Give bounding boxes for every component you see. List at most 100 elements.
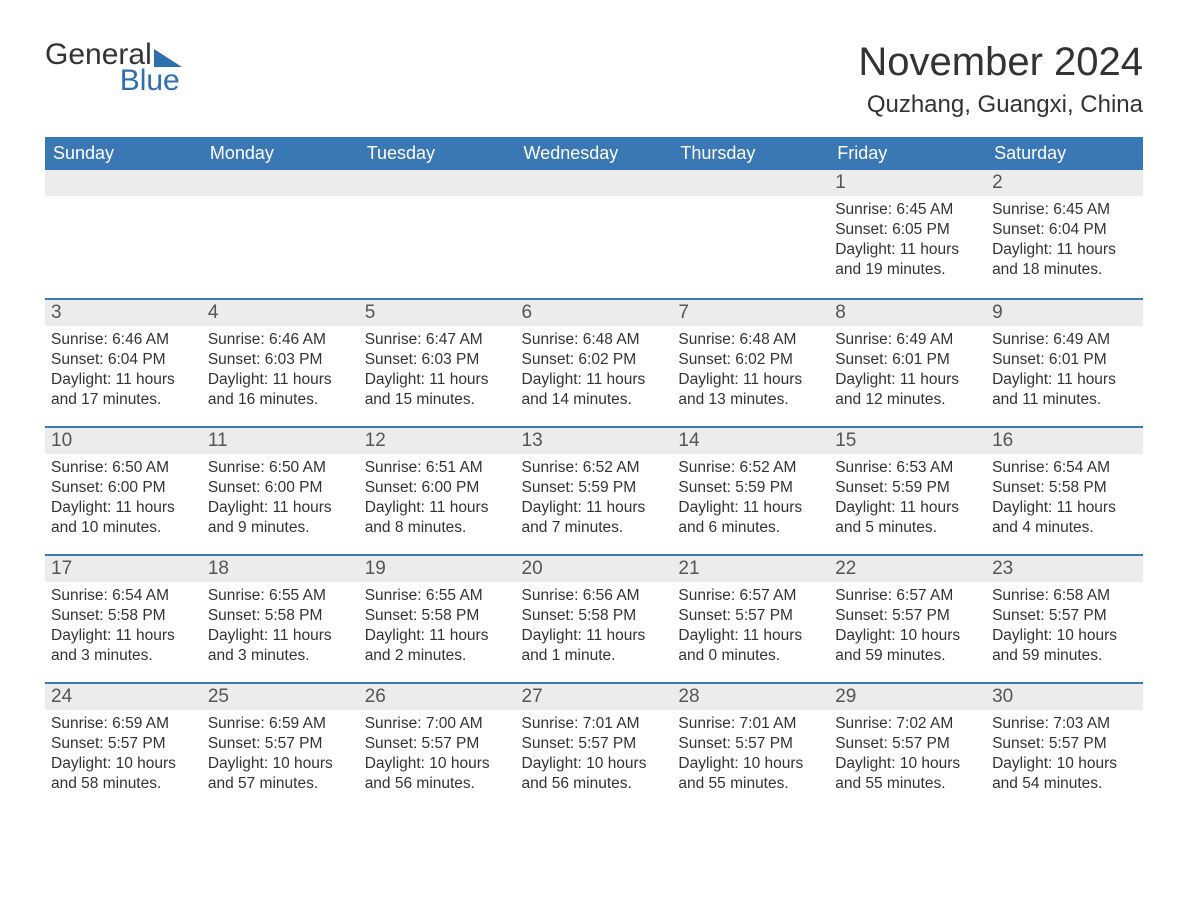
day-details: Sunrise: 7:01 AMSunset: 5:57 PMDaylight:… bbox=[516, 710, 673, 801]
calendar-week-row: 17Sunrise: 6:54 AMSunset: 5:58 PMDayligh… bbox=[45, 554, 1143, 682]
daylight-text: Daylight: 10 hours and 54 minutes. bbox=[992, 754, 1137, 794]
sunset-text: Sunset: 6:02 PM bbox=[678, 350, 823, 370]
daylight-text: Daylight: 11 hours and 7 minutes. bbox=[522, 498, 667, 538]
day-number: 7 bbox=[672, 298, 829, 326]
calendar-day-cell: 23Sunrise: 6:58 AMSunset: 5:57 PMDayligh… bbox=[986, 554, 1143, 682]
day-details: Sunrise: 7:01 AMSunset: 5:57 PMDaylight:… bbox=[672, 710, 829, 801]
sunset-text: Sunset: 5:59 PM bbox=[678, 478, 823, 498]
day-details: Sunrise: 6:54 AMSunset: 5:58 PMDaylight:… bbox=[45, 582, 202, 673]
calendar-body: .....1Sunrise: 6:45 AMSunset: 6:05 PMDay… bbox=[45, 170, 1143, 810]
day-number: 17 bbox=[45, 554, 202, 582]
daylight-text: Daylight: 11 hours and 8 minutes. bbox=[365, 498, 510, 538]
sunset-text: Sunset: 5:57 PM bbox=[678, 606, 823, 626]
day-number: 5 bbox=[359, 298, 516, 326]
sunrise-text: Sunrise: 6:49 AM bbox=[992, 330, 1137, 350]
sunrise-text: Sunrise: 6:49 AM bbox=[835, 330, 980, 350]
sunset-text: Sunset: 6:04 PM bbox=[51, 350, 196, 370]
calendar-day-cell: 10Sunrise: 6:50 AMSunset: 6:00 PMDayligh… bbox=[45, 426, 202, 554]
day-number: 2 bbox=[986, 170, 1143, 196]
day-number: 23 bbox=[986, 554, 1143, 582]
sunrise-text: Sunrise: 6:51 AM bbox=[365, 458, 510, 478]
sunset-text: Sunset: 6:01 PM bbox=[992, 350, 1137, 370]
daylight-text: Daylight: 11 hours and 15 minutes. bbox=[365, 370, 510, 410]
sunrise-text: Sunrise: 7:01 AM bbox=[522, 714, 667, 734]
day-details: Sunrise: 7:03 AMSunset: 5:57 PMDaylight:… bbox=[986, 710, 1143, 801]
day-details: Sunrise: 7:02 AMSunset: 5:57 PMDaylight:… bbox=[829, 710, 986, 801]
calendar-day-cell: 28Sunrise: 7:01 AMSunset: 5:57 PMDayligh… bbox=[672, 682, 829, 810]
sunrise-text: Sunrise: 6:59 AM bbox=[51, 714, 196, 734]
sunrise-text: Sunrise: 6:54 AM bbox=[992, 458, 1137, 478]
sunrise-text: Sunrise: 6:50 AM bbox=[208, 458, 353, 478]
weekday-header: Tuesday bbox=[359, 137, 516, 170]
calendar-day-cell: 3Sunrise: 6:46 AMSunset: 6:04 PMDaylight… bbox=[45, 298, 202, 426]
daylight-text: Daylight: 11 hours and 0 minutes. bbox=[678, 626, 823, 666]
calendar-day-cell: 1Sunrise: 6:45 AMSunset: 6:05 PMDaylight… bbox=[829, 170, 986, 298]
sunset-text: Sunset: 5:59 PM bbox=[522, 478, 667, 498]
sunset-text: Sunset: 5:58 PM bbox=[208, 606, 353, 626]
sunrise-text: Sunrise: 6:46 AM bbox=[208, 330, 353, 350]
daylight-text: Daylight: 11 hours and 9 minutes. bbox=[208, 498, 353, 538]
day-number: 10 bbox=[45, 426, 202, 454]
day-number: 8 bbox=[829, 298, 986, 326]
calendar-day-cell: . bbox=[672, 170, 829, 298]
calendar-day-cell: 24Sunrise: 6:59 AMSunset: 5:57 PMDayligh… bbox=[45, 682, 202, 810]
day-details: Sunrise: 6:52 AMSunset: 5:59 PMDaylight:… bbox=[516, 454, 673, 545]
day-details: Sunrise: 6:53 AMSunset: 5:59 PMDaylight:… bbox=[829, 454, 986, 545]
calendar-day-cell: 15Sunrise: 6:53 AMSunset: 5:59 PMDayligh… bbox=[829, 426, 986, 554]
day-number: 1 bbox=[829, 170, 986, 196]
day-details: Sunrise: 6:46 AMSunset: 6:03 PMDaylight:… bbox=[202, 326, 359, 417]
weekday-header: Monday bbox=[202, 137, 359, 170]
daylight-text: Daylight: 10 hours and 56 minutes. bbox=[522, 754, 667, 794]
sunrise-text: Sunrise: 6:52 AM bbox=[522, 458, 667, 478]
day-number: 14 bbox=[672, 426, 829, 454]
day-number: . bbox=[45, 170, 202, 196]
daylight-text: Daylight: 10 hours and 55 minutes. bbox=[678, 754, 823, 794]
day-details: Sunrise: 6:57 AMSunset: 5:57 PMDaylight:… bbox=[672, 582, 829, 673]
calendar-day-cell: 17Sunrise: 6:54 AMSunset: 5:58 PMDayligh… bbox=[45, 554, 202, 682]
sunrise-text: Sunrise: 6:55 AM bbox=[365, 586, 510, 606]
day-details: Sunrise: 6:59 AMSunset: 5:57 PMDaylight:… bbox=[45, 710, 202, 801]
daylight-text: Daylight: 11 hours and 6 minutes. bbox=[678, 498, 823, 538]
calendar-day-cell: 16Sunrise: 6:54 AMSunset: 5:58 PMDayligh… bbox=[986, 426, 1143, 554]
sunset-text: Sunset: 6:05 PM bbox=[835, 220, 980, 240]
sunset-text: Sunset: 6:01 PM bbox=[835, 350, 980, 370]
daylight-text: Daylight: 10 hours and 59 minutes. bbox=[992, 626, 1137, 666]
day-details: Sunrise: 6:50 AMSunset: 6:00 PMDaylight:… bbox=[202, 454, 359, 545]
day-number: 29 bbox=[829, 682, 986, 710]
calendar-day-cell: 19Sunrise: 6:55 AMSunset: 5:58 PMDayligh… bbox=[359, 554, 516, 682]
sunset-text: Sunset: 5:57 PM bbox=[51, 734, 196, 754]
day-number: . bbox=[516, 170, 673, 196]
day-number: 15 bbox=[829, 426, 986, 454]
calendar-day-cell: 8Sunrise: 6:49 AMSunset: 6:01 PMDaylight… bbox=[829, 298, 986, 426]
calendar-day-cell: 13Sunrise: 6:52 AMSunset: 5:59 PMDayligh… bbox=[516, 426, 673, 554]
calendar-day-cell: 30Sunrise: 7:03 AMSunset: 5:57 PMDayligh… bbox=[986, 682, 1143, 810]
day-number: 26 bbox=[359, 682, 516, 710]
daylight-text: Daylight: 10 hours and 59 minutes. bbox=[835, 626, 980, 666]
sunset-text: Sunset: 6:02 PM bbox=[522, 350, 667, 370]
day-details: Sunrise: 6:55 AMSunset: 5:58 PMDaylight:… bbox=[202, 582, 359, 673]
day-details: Sunrise: 6:46 AMSunset: 6:04 PMDaylight:… bbox=[45, 326, 202, 417]
day-number: 30 bbox=[986, 682, 1143, 710]
weekday-header: Wednesday bbox=[516, 137, 673, 170]
calendar-day-cell: 9Sunrise: 6:49 AMSunset: 6:01 PMDaylight… bbox=[986, 298, 1143, 426]
daylight-text: Daylight: 11 hours and 10 minutes. bbox=[51, 498, 196, 538]
day-details: Sunrise: 6:54 AMSunset: 5:58 PMDaylight:… bbox=[986, 454, 1143, 545]
day-details: Sunrise: 6:48 AMSunset: 6:02 PMDaylight:… bbox=[516, 326, 673, 417]
calendar-day-cell: 27Sunrise: 7:01 AMSunset: 5:57 PMDayligh… bbox=[516, 682, 673, 810]
calendar-week-row: 10Sunrise: 6:50 AMSunset: 6:00 PMDayligh… bbox=[45, 426, 1143, 554]
day-details: Sunrise: 6:51 AMSunset: 6:00 PMDaylight:… bbox=[359, 454, 516, 545]
day-details: Sunrise: 6:45 AMSunset: 6:05 PMDaylight:… bbox=[829, 196, 986, 287]
sunrise-text: Sunrise: 6:53 AM bbox=[835, 458, 980, 478]
weekday-header-row: Sunday Monday Tuesday Wednesday Thursday… bbox=[45, 137, 1143, 170]
logo-text-bottom: Blue bbox=[45, 66, 182, 96]
calendar-day-cell: 14Sunrise: 6:52 AMSunset: 5:59 PMDayligh… bbox=[672, 426, 829, 554]
sunset-text: Sunset: 5:57 PM bbox=[992, 734, 1137, 754]
day-number: . bbox=[672, 170, 829, 196]
sunrise-text: Sunrise: 6:45 AM bbox=[992, 200, 1137, 220]
calendar-week-row: .....1Sunrise: 6:45 AMSunset: 6:05 PMDay… bbox=[45, 170, 1143, 298]
sunrise-text: Sunrise: 6:59 AM bbox=[208, 714, 353, 734]
sunset-text: Sunset: 6:00 PM bbox=[208, 478, 353, 498]
calendar-day-cell: 20Sunrise: 6:56 AMSunset: 5:58 PMDayligh… bbox=[516, 554, 673, 682]
day-details: Sunrise: 6:55 AMSunset: 5:58 PMDaylight:… bbox=[359, 582, 516, 673]
day-number: . bbox=[359, 170, 516, 196]
